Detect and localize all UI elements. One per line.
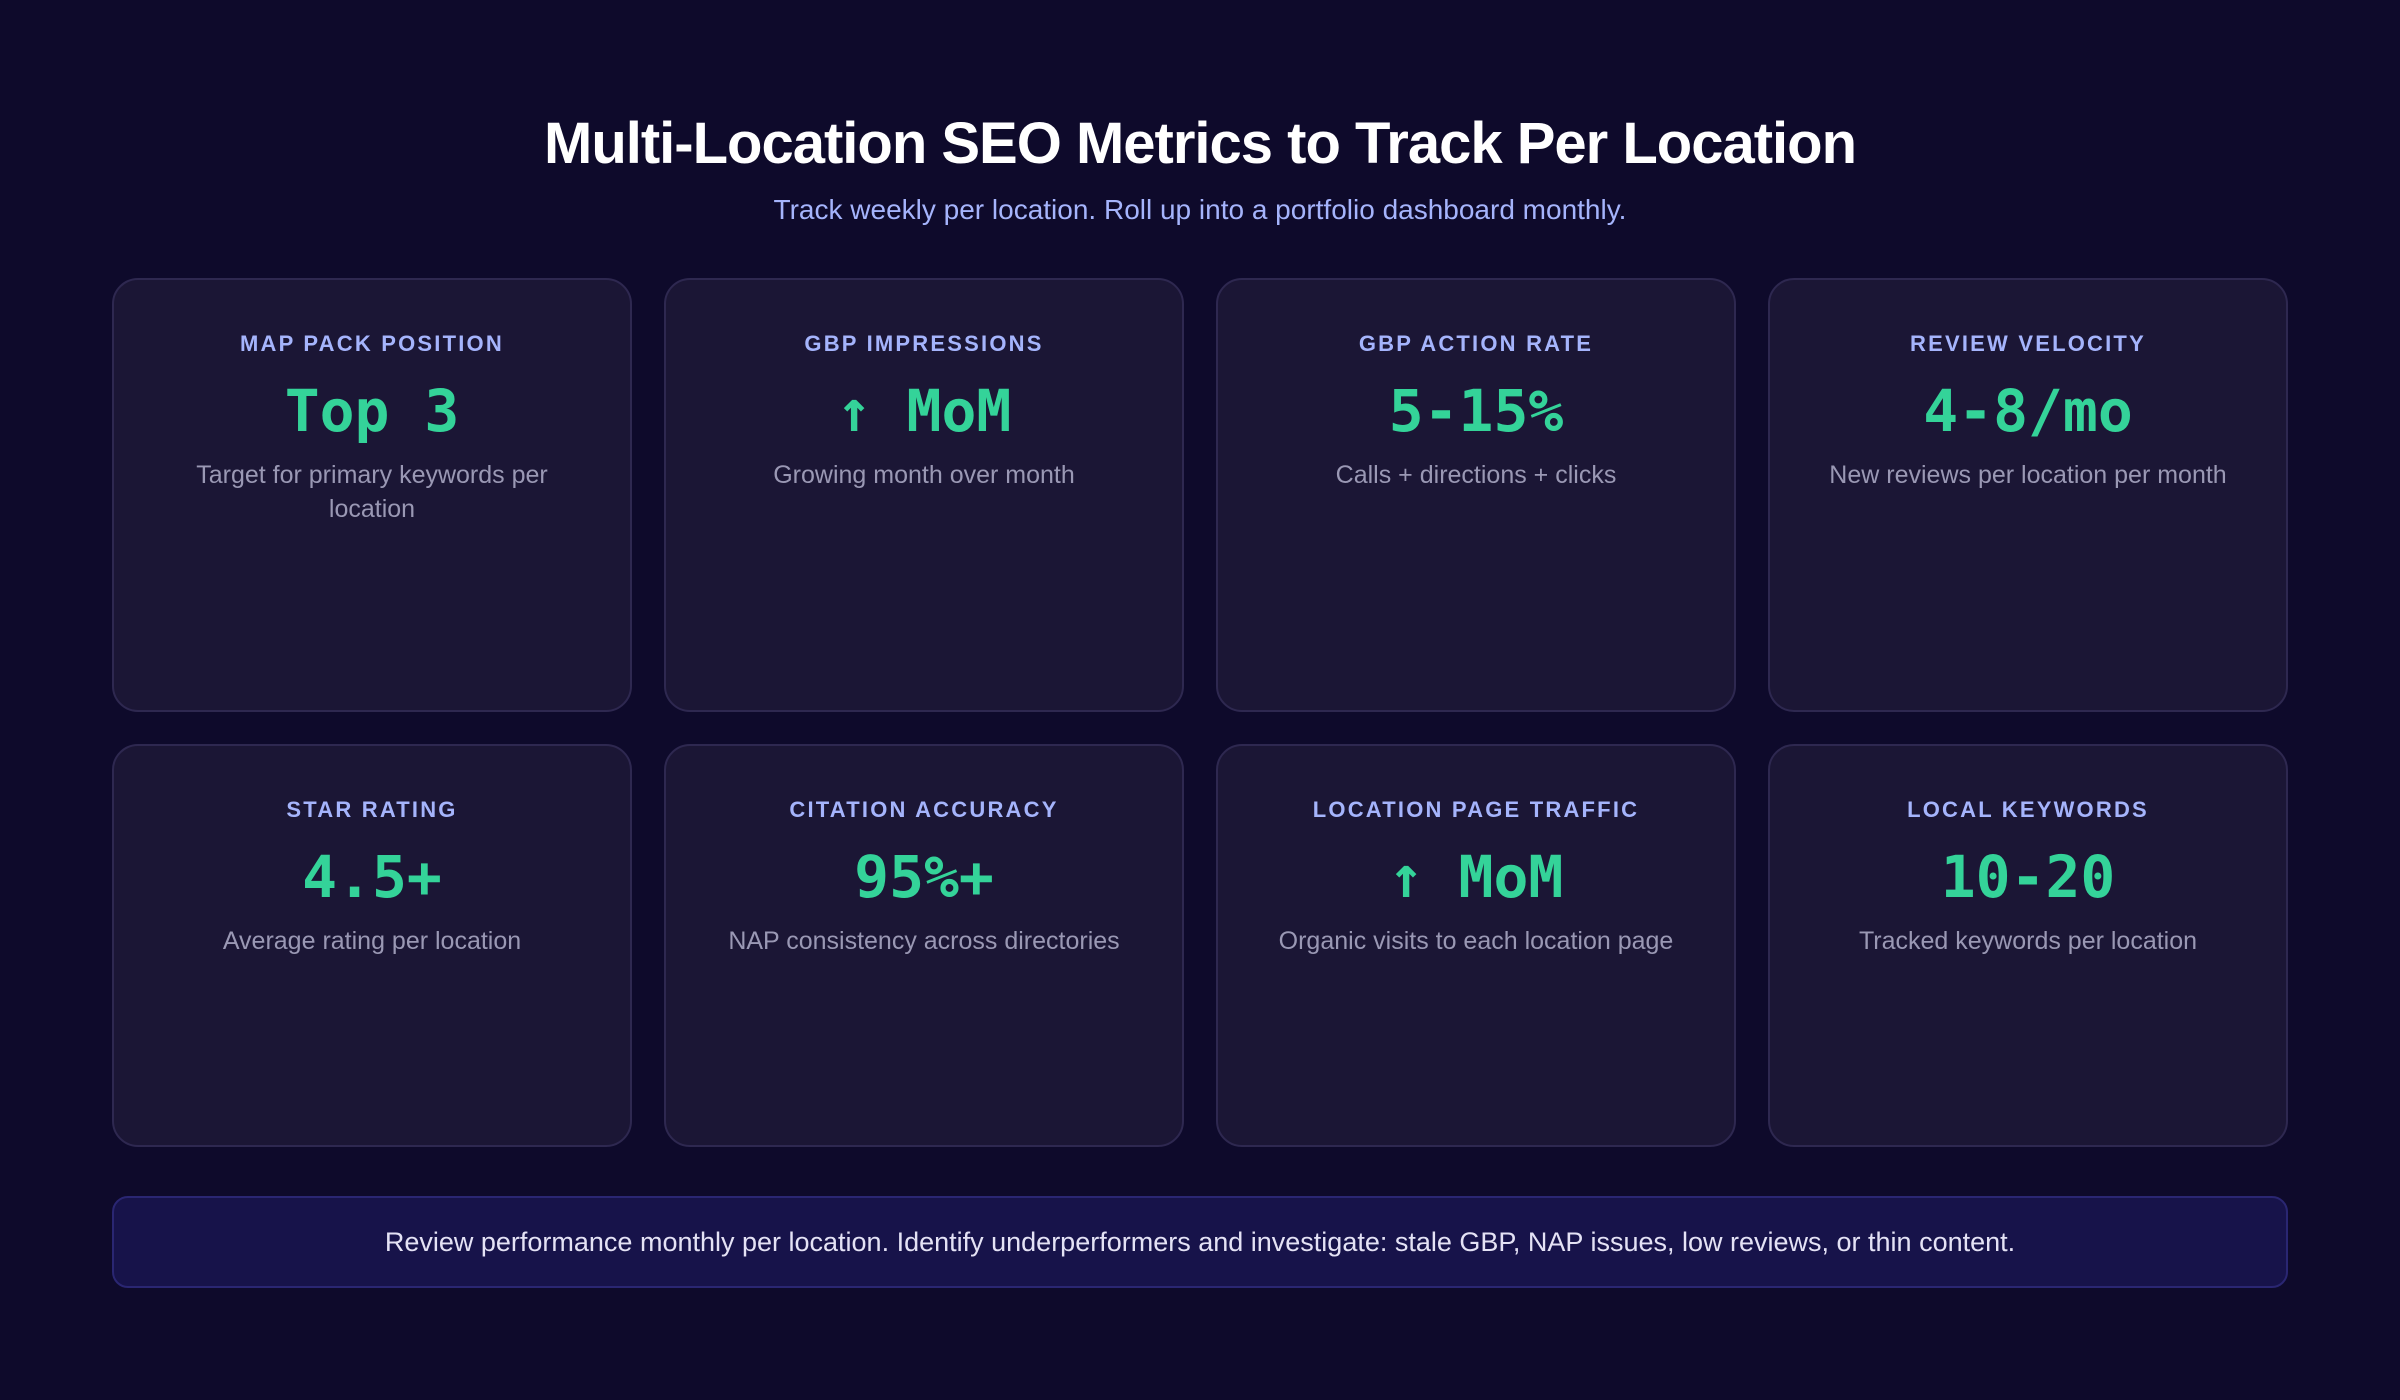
metric-label: GBP IMPRESSIONS — [804, 331, 1044, 356]
metric-card-local-keywords: LOCAL KEYWORDS 10-20 Tracked keywords pe… — [1768, 744, 2288, 1147]
metric-label: STAR RATING — [286, 797, 458, 822]
metric-description: Average rating per location — [222, 927, 522, 955]
metric-label: LOCAL KEYWORDS — [1907, 797, 2149, 822]
metric-description: Target for primary keywords per location — [196, 461, 548, 523]
metric-card-location-page-traffic: LOCATION PAGE TRAFFIC ↑ MoM Organic visi… — [1216, 744, 1736, 1147]
metric-value: 4.5+ — [302, 843, 442, 911]
metric-value: 10-20 — [1940, 843, 2116, 911]
metric-card-map-pack-position: MAP PACK POSITION Top 3 Target for prima… — [112, 278, 632, 712]
metric-label: GBP ACTION RATE — [1358, 331, 1594, 356]
metric-label: LOCATION PAGE TRAFFIC — [1312, 797, 1640, 822]
metric-label: REVIEW VELOCITY — [1910, 331, 2146, 356]
footer-text: Review performance monthly per location.… — [384, 1227, 2016, 1257]
footer-callout: Review performance monthly per location.… — [112, 1196, 2288, 1288]
metric-label: CITATION ACCURACY — [789, 797, 1059, 822]
metric-description: New reviews per location per month — [1829, 461, 2227, 489]
metric-description: Organic visits to each location page — [1278, 927, 1674, 955]
metric-description: Tracked keywords per location — [1858, 927, 2198, 955]
metric-card-gbp-impressions: GBP IMPRESSIONS ↑ MoM Growing month over… — [664, 278, 1184, 712]
page-title: Multi-Location SEO Metrics to Track Per … — [544, 111, 1857, 176]
page-subtitle: Track weekly per location. Roll up into … — [773, 194, 1627, 225]
metric-value: Top 3 — [284, 377, 460, 445]
metric-description: Calls + directions + clicks — [1335, 461, 1617, 489]
metric-description: NAP consistency across directories — [728, 927, 1120, 955]
metric-card-gbp-action-rate: GBP ACTION RATE 5-15% Calls + directions… — [1216, 278, 1736, 712]
metric-value: 95%+ — [854, 843, 994, 911]
metric-description: Growing month over month — [773, 461, 1075, 489]
metric-label: MAP PACK POSITION — [240, 331, 504, 356]
metric-value: 5-15% — [1388, 377, 1564, 445]
metric-value: ↑ MoM — [836, 377, 1012, 445]
metric-card-citation-accuracy: CITATION ACCURACY 95%+ NAP consistency a… — [664, 744, 1184, 1147]
metrics-grid: MAP PACK POSITION Top 3 Target for prima… — [112, 278, 2288, 1147]
metric-card-review-velocity: REVIEW VELOCITY 4-8/mo New reviews per l… — [1768, 278, 2288, 712]
metric-value: 4-8/mo — [1923, 377, 2133, 445]
metric-card-star-rating: STAR RATING 4.5+ Average rating per loca… — [112, 744, 632, 1147]
metric-value: ↑ MoM — [1388, 843, 1564, 911]
